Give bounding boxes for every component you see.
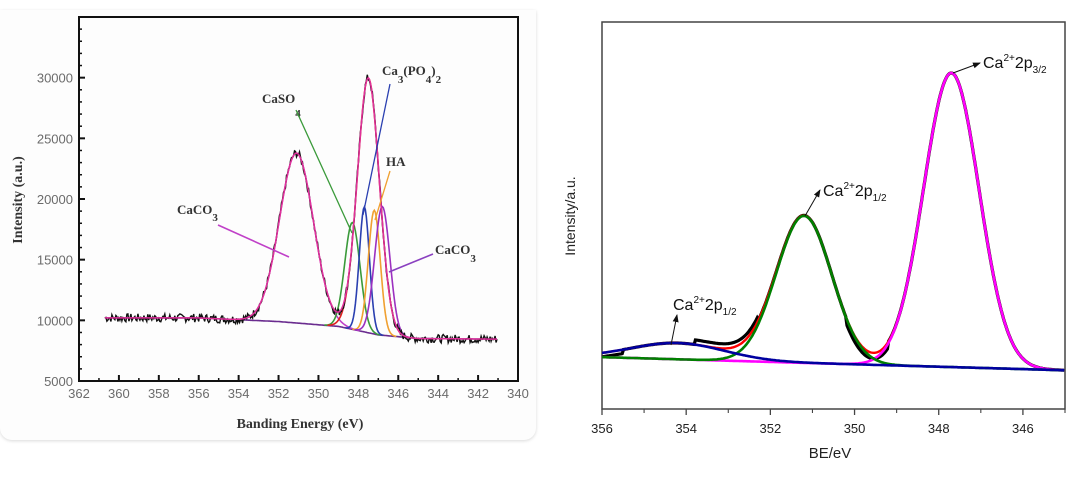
raw-data-line: [104, 74, 498, 346]
component-2p12-curve: [601, 214, 1065, 372]
annotation-caco3-left: CaCO3: [177, 202, 218, 224]
x-tick-label: 346: [387, 386, 409, 401]
y-tick-label: 10000: [37, 313, 73, 328]
x-tick-label: 356: [591, 421, 613, 436]
y-tick-label: 5000: [44, 374, 73, 389]
right-y-axis-label: Intensity/a.u.: [562, 176, 578, 255]
component-curve: [324, 221, 381, 336]
right-x-axis-label: BE/eV: [809, 445, 852, 462]
x-tick-label: 340: [507, 386, 529, 401]
x-tick-label: 354: [675, 421, 697, 436]
y-tick-label: 15000: [37, 253, 73, 268]
raw-data-line: [601, 71, 1065, 372]
annotation-caso4: CaSO4: [262, 91, 301, 120]
left-figure-panel: [0, 10, 536, 440]
right-plot-frame: [601, 21, 1066, 410]
component-curve: [232, 152, 360, 332]
x-tick-label: 348: [348, 386, 370, 401]
component-satellite-curve: [601, 341, 1065, 372]
caco3-left-leader-line: [217, 224, 290, 258]
envelope-fit-line: [104, 76, 497, 340]
x-tick-label: 358: [148, 386, 170, 401]
left-y-axis-label: Intensity (a.u.): [11, 156, 26, 244]
x-tick-label: 350: [308, 386, 330, 401]
left-plot-frame: [78, 16, 519, 382]
envelope-fit-line: [601, 71, 1065, 372]
y-tick-label: 30000: [37, 71, 73, 86]
caso4-leader-line: [295, 109, 353, 234]
y-tick-label: 25000: [37, 131, 73, 146]
arrow-2p12-main: [804, 189, 821, 217]
ha-leader-line: [374, 170, 391, 221]
component-curve: [352, 208, 397, 338]
annotation-ha: HA: [386, 154, 406, 169]
xps-chart-left: 362 360 358 356 354 352 350 348 346 344 342 340 5000…: [11, 16, 529, 432]
x-tick-label: 342: [467, 386, 489, 401]
x-tick-label: 356: [188, 386, 210, 401]
y-tick-label: 20000: [37, 192, 73, 207]
annotation-caco3-right: CaCO3: [435, 242, 476, 265]
annotation-ca-2p12-satellite: Ca2+2p1/2: [673, 295, 737, 318]
component-2p32-curve: [601, 71, 1065, 372]
x-tick-label: 344: [427, 386, 449, 401]
arrow-2p32: [952, 62, 981, 74]
x-tick-label: 360: [108, 386, 130, 401]
x-tick-label: 348: [928, 421, 950, 436]
x-tick-label: 346: [1012, 421, 1034, 436]
arrow-2p12-satellite: [670, 314, 679, 346]
annotation-ca-2p12-main: Ca2+2p1/2: [823, 181, 887, 204]
annotation-ca-2p32: Ca2+2p3/2: [983, 53, 1047, 76]
caco3-right-leader-line: [388, 253, 434, 273]
x-tick-label: 362: [68, 386, 90, 401]
x-tick-label: 354: [228, 386, 250, 401]
annotation-ca3po42: Ca3(PO4)2: [382, 63, 442, 86]
left-x-axis-label: Banding Energy (eV): [237, 417, 364, 432]
x-tick-label: 352: [268, 386, 290, 401]
x-tick-label: 352: [760, 421, 782, 436]
x-tick-label: 350: [844, 421, 866, 436]
ca3po42-leader-line: [362, 83, 391, 216]
